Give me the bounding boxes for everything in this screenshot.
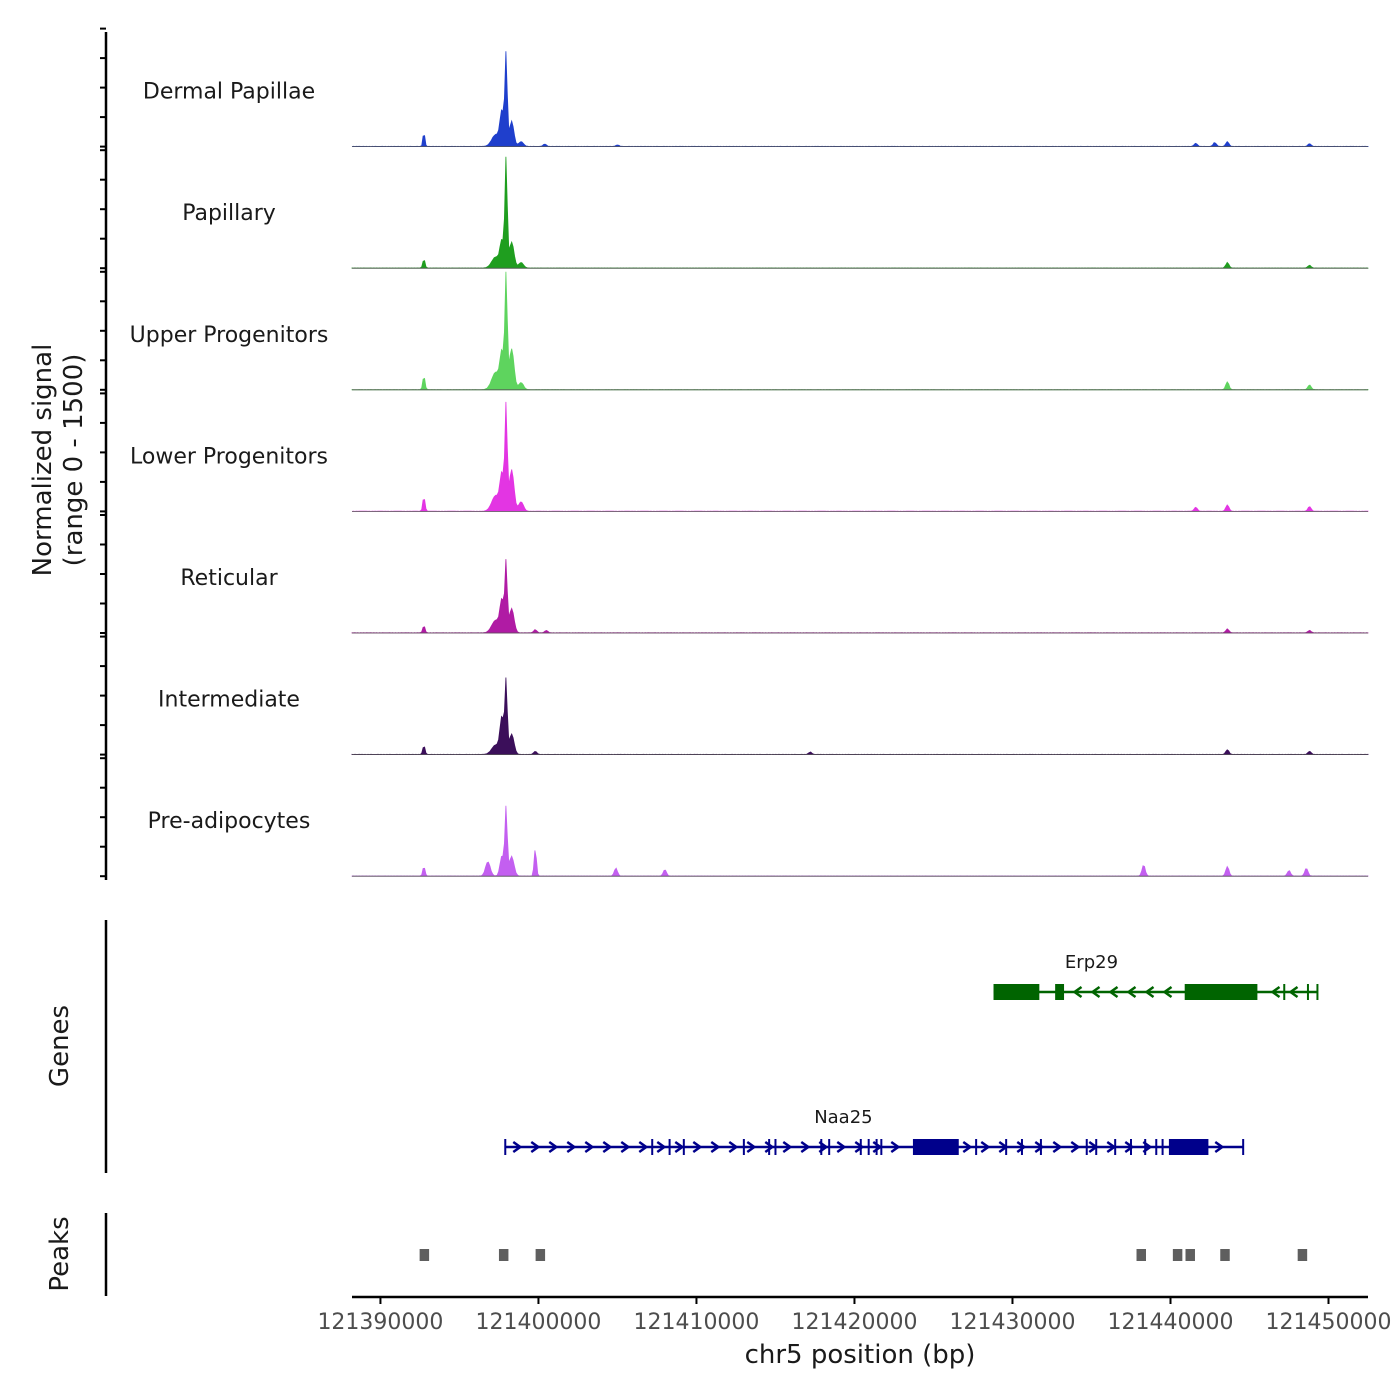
coverage-area <box>351 401 1369 512</box>
x-tick-label: 121430000 <box>949 1310 1075 1335</box>
genes-track-label: Genes <box>45 1005 75 1087</box>
track-papillary: Papillary <box>182 156 1369 269</box>
gene-name-label: Erp29 <box>1065 952 1118 973</box>
exon-block <box>1184 984 1258 1000</box>
track-label: Dermal Papillae <box>143 80 315 105</box>
strand-chevron <box>1124 1140 1135 1154</box>
coverage-area <box>351 156 1369 269</box>
strand-chevron <box>1070 1140 1081 1154</box>
strand-chevron <box>728 1140 739 1154</box>
track-dermal-papillae: Dermal Papillae <box>143 51 1369 148</box>
peak-region <box>535 1249 546 1261</box>
track-reticular: Reticular <box>180 559 1369 634</box>
coverage-area <box>351 51 1369 148</box>
coverage-tracks: Dermal Papillae Papillary Upper Progenitor… <box>130 51 1369 877</box>
x-tick-label: 121410000 <box>633 1310 759 1335</box>
strand-chevron <box>674 1140 685 1154</box>
track-label: Reticular <box>180 566 278 591</box>
x-tick-label: 121400000 <box>475 1310 601 1335</box>
strand-chevron <box>566 1140 577 1154</box>
track-label: Intermediate <box>158 688 300 713</box>
strand-chevron <box>1072 985 1083 999</box>
strand-chevron <box>692 1140 703 1154</box>
track-lower-progenitors: Lower Progenitors <box>130 401 1369 512</box>
strand-chevron <box>1214 1140 1225 1154</box>
track-pre-adipocytes: Pre-adipocytes <box>148 805 1369 877</box>
x-tick-label: 121450000 <box>1266 1310 1392 1335</box>
strand-chevron <box>584 1140 595 1154</box>
strand-chevron <box>746 1140 757 1154</box>
strand-chevron <box>1288 985 1299 999</box>
strand-chevron <box>1144 985 1155 999</box>
gene-naa25: Naa25 <box>504 1107 1245 1155</box>
coverage-area <box>351 559 1369 634</box>
peak-region <box>1136 1249 1146 1261</box>
peaks-track-label: Peaks <box>45 1216 75 1291</box>
y-axis-title-line2: (range 0 - 1500) <box>59 354 89 567</box>
track-label: Pre-adipocytes <box>148 809 311 834</box>
strand-chevron <box>1090 985 1101 999</box>
coverage-area <box>351 271 1369 391</box>
strand-chevron <box>962 1140 973 1154</box>
coverage-area <box>351 805 1369 877</box>
strand-chevron <box>1108 985 1119 999</box>
axes: 121390000 121400000 121410000 121420000 1214… <box>100 27 1392 1335</box>
strand-chevron <box>620 1140 631 1154</box>
strand-chevron <box>800 1140 811 1154</box>
track-intermediate: Intermediate <box>158 677 1369 756</box>
peak-region <box>1185 1249 1195 1261</box>
strand-chevron <box>548 1140 559 1154</box>
strand-chevron <box>890 1140 901 1154</box>
gene-erp29: Erp29 <box>993 952 1319 1000</box>
strand-chevron <box>1052 1140 1063 1154</box>
strand-chevron <box>1162 985 1173 999</box>
exon-block <box>993 984 1040 1000</box>
exon-block <box>912 1139 959 1155</box>
strand-chevron <box>836 1140 847 1154</box>
x-tick-label: 121420000 <box>791 1310 917 1335</box>
peak-region <box>1172 1249 1183 1261</box>
peak-region <box>1220 1249 1230 1261</box>
strand-chevron <box>602 1140 613 1154</box>
gene-name-label: Naa25 <box>814 1107 872 1128</box>
gene-annotation-track: Erp29 Naa25 <box>504 952 1319 1155</box>
track-label: Lower Progenitors <box>130 444 328 469</box>
track-upper-progenitors: Upper Progenitors <box>130 271 1369 391</box>
strand-chevron <box>980 1140 991 1154</box>
strand-chevron <box>530 1140 541 1154</box>
peak-region <box>1297 1249 1308 1261</box>
exon-block <box>1055 984 1064 1000</box>
track-label: Papillary <box>182 201 276 226</box>
strand-chevron <box>638 1140 649 1154</box>
x-tick-label: 121440000 <box>1107 1310 1233 1335</box>
strand-chevron <box>710 1140 721 1154</box>
peak-region <box>419 1249 430 1261</box>
strand-chevron <box>1126 985 1137 999</box>
peak-region <box>498 1249 509 1261</box>
exon-block <box>1168 1139 1209 1155</box>
strand-chevron <box>656 1140 667 1154</box>
x-axis-title: chr5 position (bp) <box>745 1340 976 1370</box>
strand-chevron <box>782 1140 793 1154</box>
x-tick-label: 121390000 <box>317 1310 443 1335</box>
coverage-area <box>351 677 1369 756</box>
strand-chevron <box>1034 1140 1045 1154</box>
strand-chevron <box>854 1140 865 1154</box>
track-label: Upper Progenitors <box>130 323 329 348</box>
strand-chevron <box>764 1140 775 1154</box>
y-axis-title-line1: Normalized signal <box>28 344 58 577</box>
strand-chevron <box>1016 1140 1027 1154</box>
strand-chevron <box>512 1140 523 1154</box>
peak-regions-track <box>419 1249 1308 1261</box>
strand-chevron <box>1270 985 1281 999</box>
